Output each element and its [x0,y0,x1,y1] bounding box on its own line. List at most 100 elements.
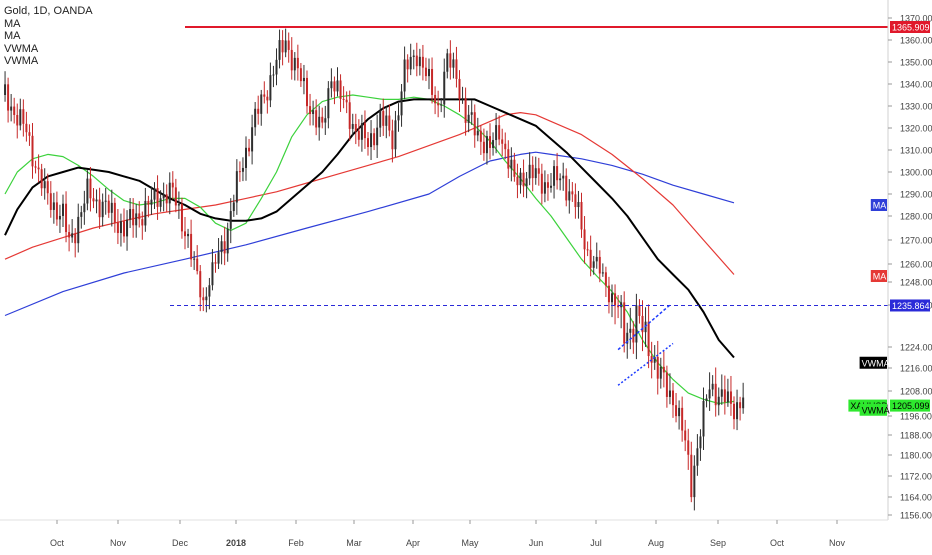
y-tick-label: 1208.000 [900,387,932,397]
candle-body [473,112,476,136]
candle-body [110,202,113,213]
candle-body [214,262,217,264]
y-tick-label: 1164.000 [900,493,932,503]
candle-body [241,167,244,172]
candle-body [565,175,568,201]
candle-body [360,123,363,140]
candle-body [74,233,77,244]
candle-body [720,389,723,397]
candle-body [257,108,260,114]
candle-body [736,402,739,420]
candle-body [592,261,595,268]
candle-body [55,202,58,220]
candle-body [336,80,339,92]
y-tick-label: 1180.000 [900,451,932,461]
candle-body [58,215,61,220]
candle-body [119,221,122,234]
support-tag-box [890,299,930,312]
candle-body [37,167,40,170]
candle-body [376,127,379,146]
candle-body [482,141,485,154]
candle-body [607,285,610,303]
candle-body [531,164,534,179]
y-tick-label: 1360.000 [900,36,932,46]
channel-line [617,342,674,386]
candle-body [333,81,336,92]
resistance-tag-text: 1365.909 [892,23,930,33]
candle-body [455,59,458,79]
candle-body [690,454,693,498]
legend-vwma-2[interactable]: VWMA [4,55,39,67]
candle-body [446,53,449,72]
candle-body [354,123,357,131]
candle-body [7,84,10,111]
y-tick-label: 1224.000 [900,343,932,353]
candle-body [431,68,434,95]
y-tick-label: 1370.000 [900,14,932,24]
candle-body [363,123,366,139]
candle-body [330,81,333,89]
candle-body [733,403,735,420]
candle-body [638,305,641,316]
candle-body [306,77,308,107]
candle-body [238,171,241,173]
candle-body [519,172,522,186]
candle-body [540,173,543,194]
legend-ma-2[interactable]: MA [4,30,21,42]
candle-body [617,305,620,308]
candle-body [71,233,74,238]
candle-body [626,332,629,344]
candle-body [400,91,403,116]
candle-body [489,136,491,148]
candle-body [348,102,351,129]
candle-body [254,108,257,128]
candle-body [123,221,125,237]
candle-body [388,115,391,131]
candle-body [208,285,211,297]
candle-body [86,178,89,204]
candle-body [485,136,488,154]
candle-body [492,140,495,148]
y-tick-label: 1270.000 [900,236,932,246]
candle-body [284,40,287,53]
candle-body [342,98,345,100]
candle-body [309,106,312,115]
candle-body [211,262,214,286]
candle-body [281,40,284,53]
candle-body [562,175,565,179]
candle-body [25,123,28,133]
candle-body [339,80,342,99]
x-tick-label: Mar [346,538,362,548]
time-axis[interactable]: Oct Nov Dec 2018 Feb Mar Apr May Jun Jul Aug Sep Oct… [50,520,846,548]
candle-body [659,366,662,379]
candle-body [46,181,49,194]
price-axis[interactable]: 1370.000 1360.000 1350.000 1340.000 1330.000… [888,14,932,521]
candle-body [174,187,177,206]
candle-body [568,191,571,201]
candle-body [589,249,592,268]
candle-body [696,448,699,466]
candle-body [31,135,34,167]
candle-body [324,118,327,123]
candle-body [675,405,678,417]
candle-body [507,149,510,169]
candle-body [16,114,19,126]
candle-body [702,400,705,437]
candle-body [77,216,80,244]
vwma-green-line [4,94,735,405]
candle-body [546,182,549,188]
candle-body [135,213,138,226]
trend-channel [617,304,674,386]
candle-body [126,219,129,237]
candle-body [263,94,266,97]
candle-body [440,104,443,106]
legend-ma-1[interactable]: MA [4,17,21,30]
candle-body [498,125,501,140]
legend-vwma-1[interactable]: VWMA [4,42,39,55]
candle-body [415,55,418,67]
candle-body [577,201,580,208]
candle-body [598,256,601,274]
candle-body [147,200,150,205]
